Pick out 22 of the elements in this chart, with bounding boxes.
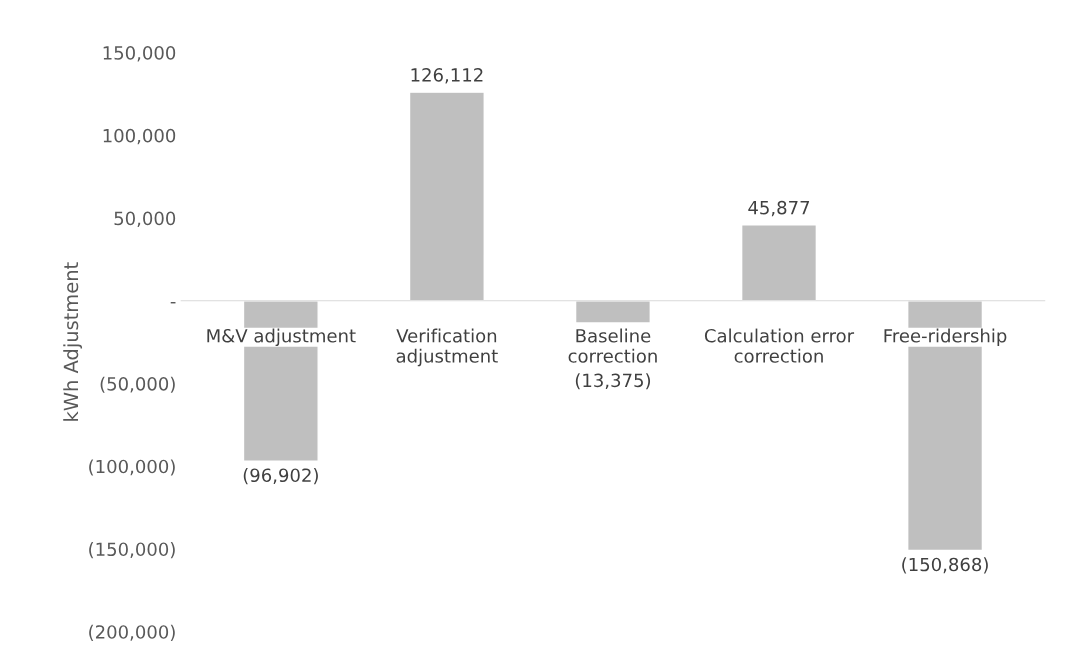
- bar: [408, 91, 485, 302]
- x-tick-label: Baseline correction: [568, 328, 657, 363]
- data-label: 45,877: [748, 200, 810, 217]
- data-label: (96,902): [243, 468, 318, 485]
- bar: [740, 224, 818, 302]
- x-tick-label: M&V adjustment: [207, 328, 356, 347]
- y-tick-label: 150,000: [103, 46, 176, 62]
- y-tick-label: (50,000): [100, 376, 175, 393]
- y-axis-title: kWh Adjustment: [63, 262, 83, 421]
- data-label: (13,375): [575, 373, 651, 390]
- x-tick-label: Calculation error correction: [704, 328, 855, 363]
- y-tick-label: 100,000: [103, 128, 176, 145]
- y-tick-label: (150,000): [89, 542, 175, 559]
- data-label: 126,112: [411, 68, 483, 84]
- y-tick-label: -: [170, 301, 176, 304]
- x-tick-label: Verification adjustment: [396, 328, 498, 367]
- bar: [574, 300, 652, 324]
- y-tick-label: 50,000: [114, 211, 176, 228]
- x-tick-label: Free-ridership: [884, 328, 1007, 347]
- data-label: (150,868): [902, 557, 988, 574]
- y-tick-label: (100,000): [89, 459, 175, 476]
- y-tick-label: (200,000): [89, 624, 175, 641]
